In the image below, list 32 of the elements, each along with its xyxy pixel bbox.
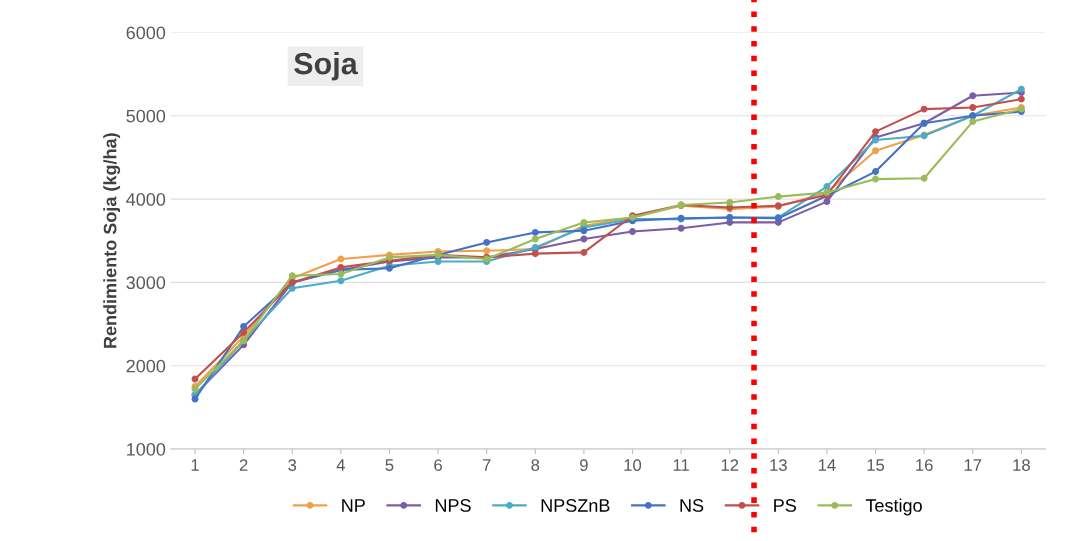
x-tick-label: 7 <box>482 459 491 471</box>
y-tick-label: 5000 <box>126 109 166 123</box>
y-tick-label: 4000 <box>126 193 166 206</box>
legend-label: NPSZnB <box>541 499 610 512</box>
x-tick-label: 14 <box>818 459 836 471</box>
legend-label: Testigo <box>865 498 922 516</box>
x-tick-label: 13 <box>770 459 787 471</box>
legend-label: NPS <box>435 499 471 512</box>
x-tick-label: 17 <box>964 459 982 471</box>
legend-label: PS <box>774 499 796 512</box>
x-tick-label: 12 <box>721 459 739 471</box>
y-tick-label: 2000 <box>126 359 166 373</box>
x-tick-label: 1 <box>191 459 199 471</box>
x-tick-label: 11 <box>673 459 689 471</box>
y-tick-label: 1000 <box>127 442 166 456</box>
y-axis-title: Rendimiento Soja (kg/ha) <box>103 133 121 348</box>
x-tick-label: 5 <box>385 459 394 471</box>
x-tick-label: 9 <box>580 459 588 471</box>
x-tick-label: 6 <box>434 459 442 471</box>
x-tick-label: 15 <box>867 459 885 471</box>
text: Soja <box>294 51 358 81</box>
x-tick-label: 18 <box>1013 459 1030 471</box>
x-tick-label: 8 <box>531 459 540 471</box>
x-tick-label: 16 <box>916 459 933 471</box>
x-tick-label: 2 <box>239 459 248 471</box>
x-tick-label: 4 <box>336 459 345 471</box>
y-tick-label: 3000 <box>126 276 166 290</box>
y-tick-label: 6000 <box>126 26 166 40</box>
x-tick-label: 10 <box>624 459 642 471</box>
x-tick-label: 3 <box>288 459 297 471</box>
legend-label: NP <box>342 499 365 512</box>
legend-label: NS <box>680 499 704 512</box>
